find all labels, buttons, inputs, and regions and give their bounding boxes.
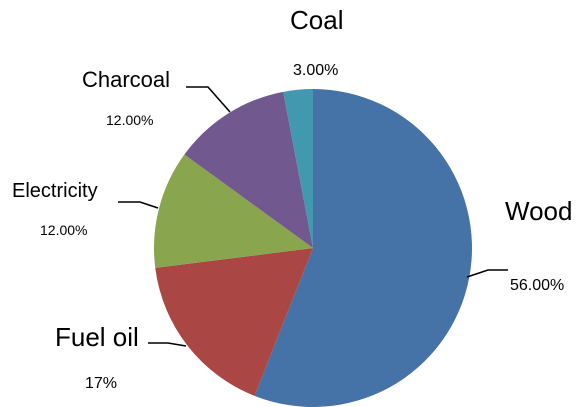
leader-fuel-oil	[148, 342, 187, 347]
leader-wood	[466, 269, 508, 278]
leader-lines	[118, 86, 508, 347]
slice-wood	[254, 89, 472, 407]
value-fuel-oil: 17%	[85, 375, 117, 392]
label-coal: Coal	[290, 5, 343, 35]
pie-slices	[154, 89, 472, 407]
slice-coal	[283, 89, 313, 248]
value-coal: 3.00%	[293, 62, 338, 79]
slice-electricity	[154, 154, 313, 268]
value-electricity: 12.00%	[40, 222, 87, 238]
slice-charcoal	[184, 91, 313, 248]
leader-electricity	[118, 201, 159, 209]
label-electricity: Electricity	[12, 180, 98, 202]
leader-charcoal	[186, 86, 231, 113]
label-fuel-oil: Fuel oil	[55, 322, 139, 352]
value-wood: 56.00%	[510, 277, 564, 294]
slice-fuel-oil	[155, 248, 313, 396]
label-wood: Wood	[505, 196, 572, 226]
value-charcoal: 12.00%	[106, 112, 153, 128]
label-charcoal: Charcoal	[82, 67, 170, 92]
